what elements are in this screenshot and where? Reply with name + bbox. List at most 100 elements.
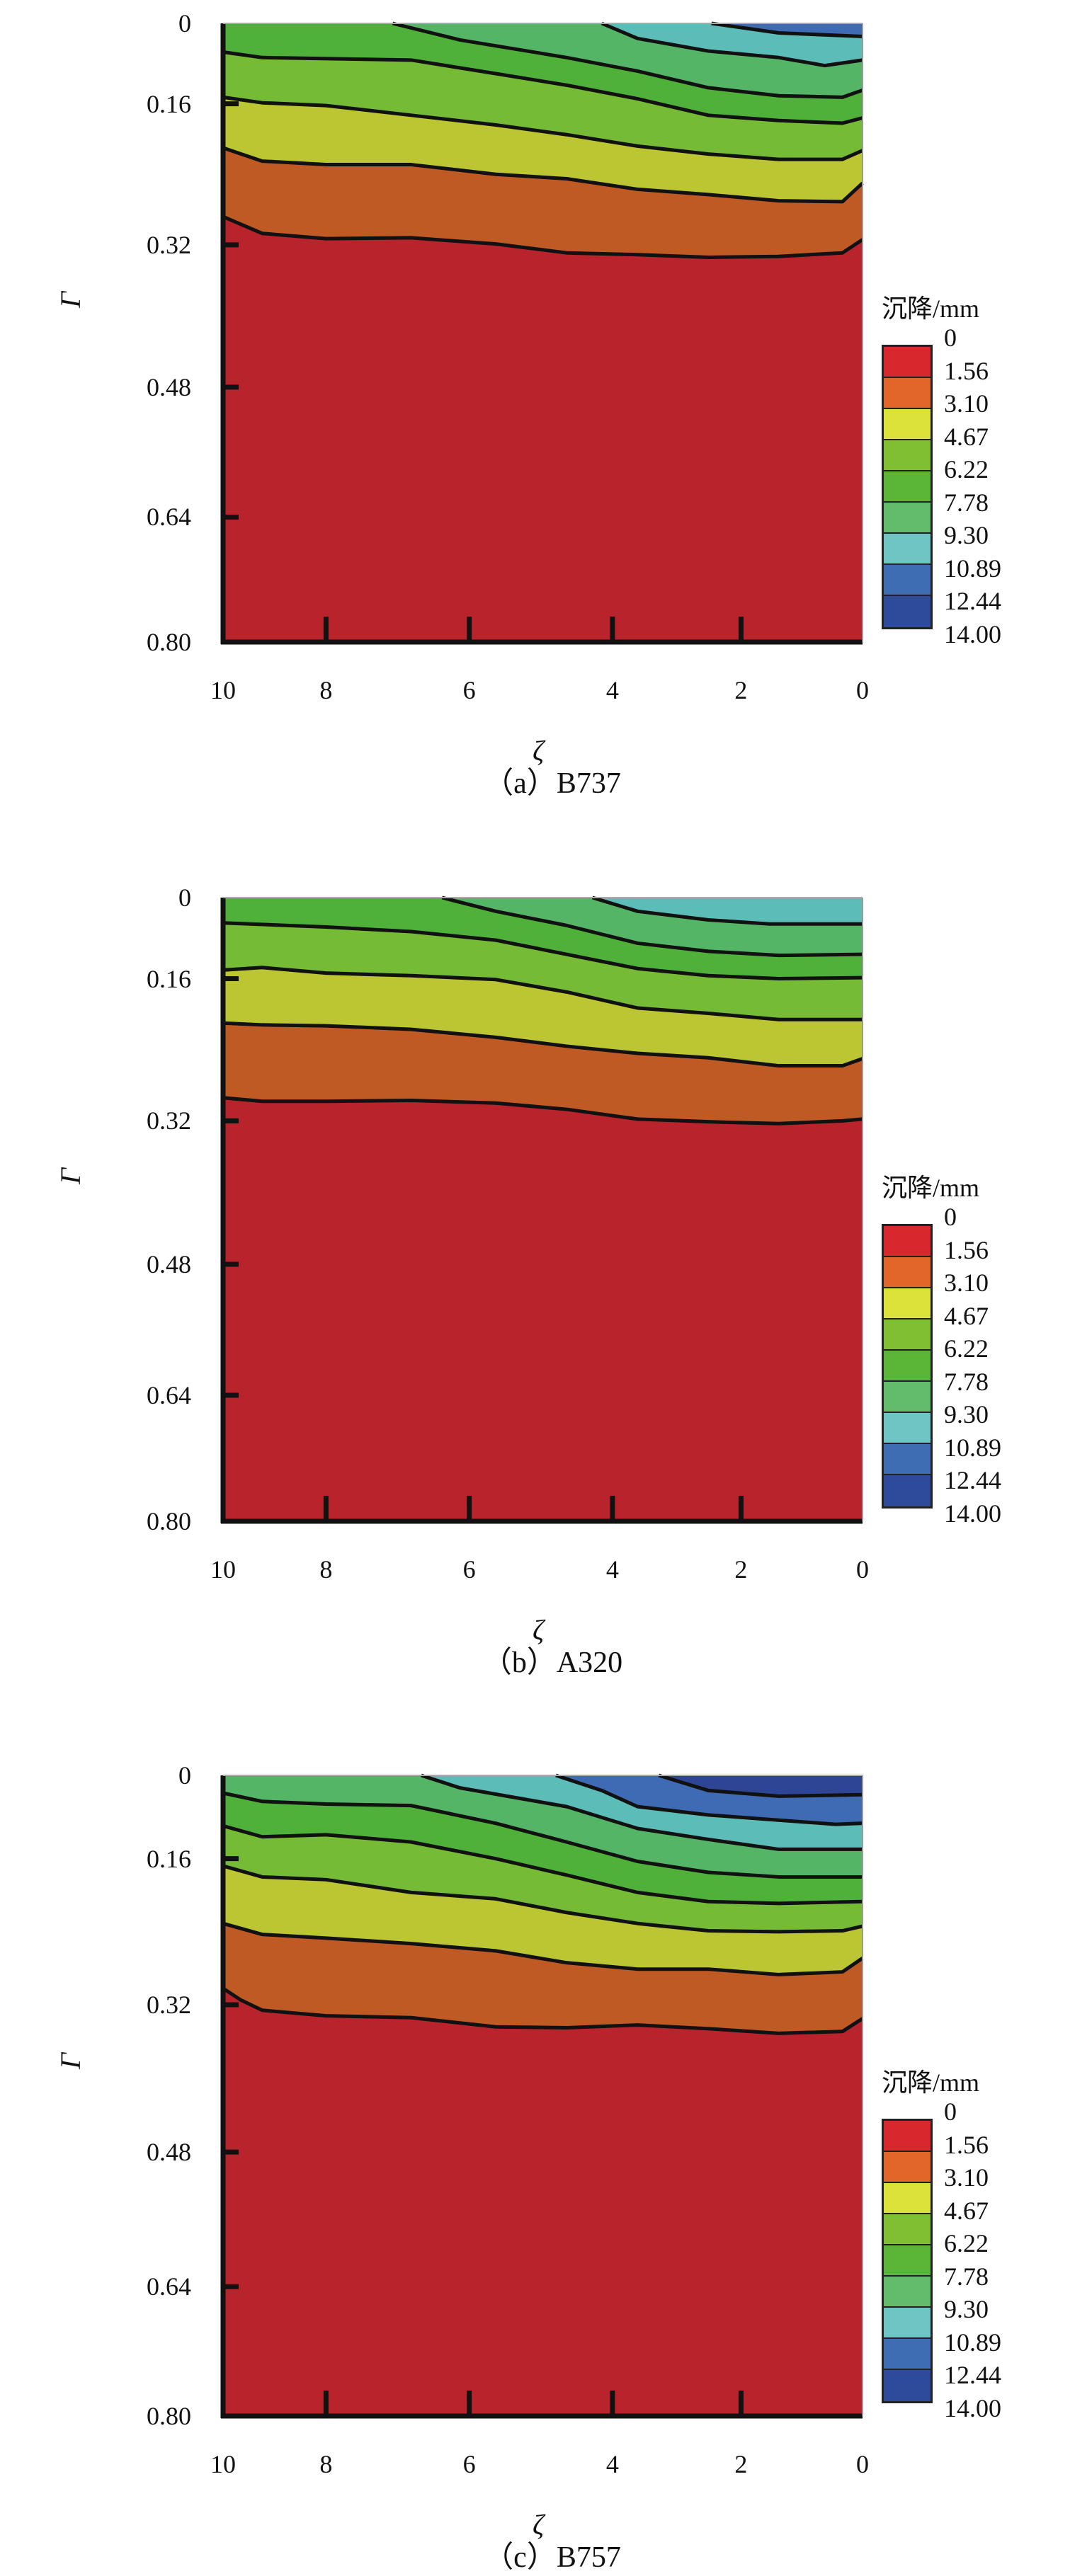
x-tick-label: 6 bbox=[462, 2450, 476, 2478]
contour-svg bbox=[220, 895, 863, 1524]
x-axis-label: ζ bbox=[533, 2509, 545, 2541]
y-tick-label: 0.48 bbox=[147, 372, 191, 401]
x-tick-label: 10 bbox=[210, 1555, 236, 1584]
legend-title: 沉降/mm bbox=[882, 1174, 980, 1202]
y-tick-label: 0.80 bbox=[147, 1507, 191, 1535]
legend-swatch bbox=[884, 2214, 931, 2245]
contour-line bbox=[441, 895, 863, 958]
contour-line bbox=[222, 966, 863, 1021]
x-tick-label: 8 bbox=[319, 1555, 333, 1584]
legend-level-label: 14.00 bbox=[944, 2393, 1001, 2422]
legend-level-label: 4.67 bbox=[944, 1301, 989, 1330]
legend-level-label: 3.10 bbox=[944, 2163, 989, 2192]
legend-level-label: 0 bbox=[944, 2097, 957, 2126]
legend-level-label: 7.78 bbox=[944, 1367, 989, 1396]
legend-level-label: 6.22 bbox=[944, 455, 989, 483]
x-tick-label: 6 bbox=[462, 676, 476, 704]
x-tick-label: 8 bbox=[319, 2450, 333, 2478]
legend-level-label: 1.56 bbox=[944, 2130, 989, 2159]
contour-line bbox=[222, 1791, 863, 1879]
contour-line bbox=[222, 1021, 863, 1068]
contour-line bbox=[591, 895, 863, 926]
legend-level-label: 12.44 bbox=[944, 587, 1001, 615]
legend-swatch bbox=[884, 378, 931, 409]
x-tick-label: 4 bbox=[605, 1555, 619, 1584]
legend-level-label: 0 bbox=[944, 324, 957, 352]
legend-level-label: 14.00 bbox=[944, 1499, 1001, 1528]
legend-swatch bbox=[884, 565, 931, 596]
contour-line bbox=[222, 921, 863, 981]
contour-line bbox=[222, 146, 864, 204]
legend-title: 沉降/mm bbox=[882, 294, 980, 323]
legend-title: 沉降/mm bbox=[882, 2068, 980, 2097]
contour-line bbox=[222, 1986, 864, 2035]
x-axis-label: ζ bbox=[533, 735, 545, 767]
legend-swatch bbox=[884, 347, 931, 378]
contour-line bbox=[222, 1921, 864, 1976]
legend-swatch bbox=[884, 1475, 931, 1506]
y-tick-label: 0.48 bbox=[147, 1250, 191, 1279]
x-tick-label: 0 bbox=[856, 1555, 869, 1584]
band-fill-6 bbox=[592, 898, 863, 925]
x-tick-label: 0 bbox=[856, 2450, 869, 2478]
x-tick-label: 2 bbox=[734, 2450, 748, 2478]
contour-plot bbox=[220, 1773, 864, 2419]
legend-level-label: 10.89 bbox=[944, 1433, 1001, 1462]
y-tick-label: 0 bbox=[178, 883, 191, 912]
legend-swatch bbox=[884, 2370, 931, 2401]
contour-svg bbox=[220, 1773, 864, 2419]
figure-caption: （b）A320 bbox=[482, 1647, 623, 1679]
legend-swatch bbox=[884, 2121, 931, 2152]
y-tick-label: 0.16 bbox=[147, 1844, 191, 1873]
legend-swatch bbox=[884, 2277, 931, 2308]
legend-colorbar bbox=[882, 2119, 933, 2403]
band-fill-8 bbox=[659, 1775, 863, 1797]
legend-swatch bbox=[884, 1413, 931, 1444]
legend-swatch bbox=[884, 409, 931, 440]
legend-level-label: 1.56 bbox=[944, 1235, 989, 1264]
y-tick-label: 0.32 bbox=[147, 1990, 191, 2019]
contour-line bbox=[392, 21, 863, 99]
legend-swatch bbox=[884, 1351, 931, 1382]
y-tick-label: 0.16 bbox=[147, 964, 191, 993]
legend-swatch bbox=[884, 1257, 931, 1288]
legend-level-label: 3.10 bbox=[944, 1269, 989, 1297]
y-axis-label: Γ bbox=[54, 2053, 86, 2069]
legend-swatch bbox=[884, 2152, 931, 2183]
legend-swatch bbox=[884, 2308, 931, 2339]
legend-level-label: 6.22 bbox=[944, 2229, 989, 2257]
legend-swatch bbox=[884, 1382, 931, 1413]
x-tick-label: 6 bbox=[462, 1555, 476, 1584]
legend-level-label: 10.89 bbox=[944, 2328, 1001, 2357]
contour-plot bbox=[220, 895, 863, 1524]
contour-line bbox=[601, 21, 863, 68]
legend-level-label: 7.78 bbox=[944, 488, 989, 517]
legend-level-label: 1.56 bbox=[944, 356, 989, 385]
legend-swatch bbox=[884, 1444, 931, 1475]
legend-colorbar bbox=[882, 345, 933, 629]
legend-level-label: 9.30 bbox=[944, 2295, 989, 2323]
contour-line bbox=[555, 1773, 863, 1826]
x-tick-label: 2 bbox=[734, 676, 748, 704]
legend-swatch bbox=[884, 596, 931, 627]
legend-swatch bbox=[884, 471, 931, 503]
y-axis-label: Γ bbox=[54, 1168, 86, 1184]
legend-swatch bbox=[884, 1320, 931, 1351]
legend-swatch bbox=[884, 2339, 931, 2370]
y-tick-label: 0.64 bbox=[147, 1381, 191, 1410]
x-tick-label: 0 bbox=[856, 676, 869, 704]
legend-level-label: 9.30 bbox=[944, 521, 989, 549]
legend-level-label: 12.44 bbox=[944, 2361, 1001, 2389]
legend-swatch bbox=[884, 534, 931, 565]
legend-swatch bbox=[884, 2183, 931, 2214]
legend-swatch bbox=[884, 1288, 931, 1320]
legend-level-label: 10.89 bbox=[944, 554, 1001, 583]
contour-line bbox=[222, 1096, 863, 1126]
legend-swatch bbox=[884, 503, 931, 534]
y-tick-label: 0.48 bbox=[147, 2138, 191, 2167]
y-tick-label: 0.64 bbox=[147, 2272, 191, 2301]
contour-svg bbox=[220, 21, 864, 645]
x-tick-label: 10 bbox=[210, 2450, 236, 2478]
contour-plot bbox=[220, 21, 864, 645]
legend-level-label: 12.44 bbox=[944, 1466, 1001, 1494]
